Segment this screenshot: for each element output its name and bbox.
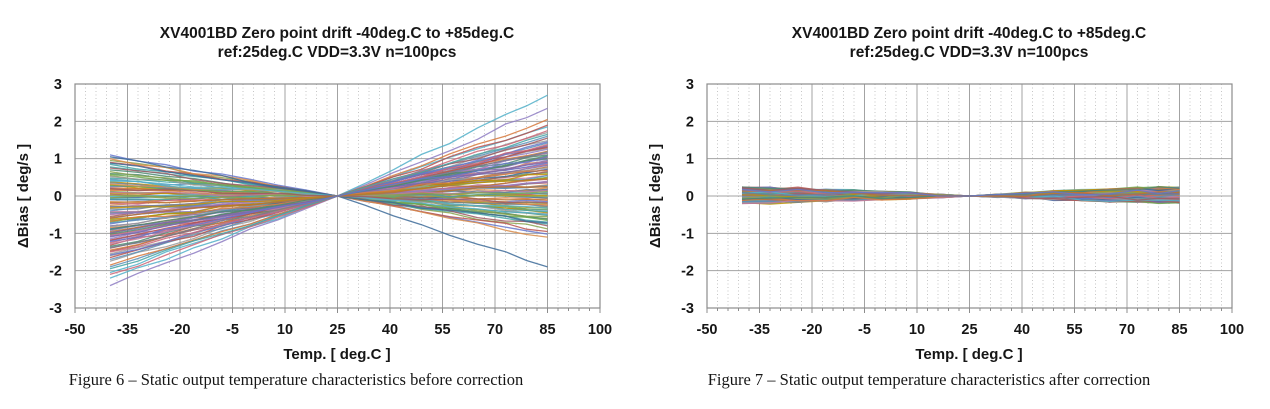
x-tick-label: 70 [487,322,503,338]
x-tick-label: -35 [749,322,770,338]
y-tick-label: 3 [686,77,694,93]
y-tick-label: 2 [686,114,694,130]
plot-border [74,83,601,309]
x-tick-label: 85 [539,322,555,338]
figure-7-chart-after-correction: XV4001BD Zero point drift -40deg.C to +8… [647,25,1244,389]
y-tick-label: 1 [686,152,694,168]
series-line [741,188,1180,197]
x-tick-label: -50 [697,322,718,338]
x-tick-label: 40 [1014,322,1030,338]
y-axis-label: ΔBias [ deg/s ] [15,144,32,248]
x-tick-label: 25 [961,322,977,338]
x-tick-label: -50 [65,322,86,338]
x-tick-label: 70 [1119,322,1135,338]
y-tick-label: 2 [54,114,62,130]
x-tick-label: -20 [802,322,823,338]
y-tick-label: 0 [54,189,62,205]
y-tick-label: -2 [681,264,694,280]
y-tick-label: -1 [681,226,694,242]
chart-subtitle: ref:25deg.C VDD=3.3V n=100pcs [850,44,1089,61]
y-tick-label: 3 [54,77,62,93]
y-tick-label: -2 [49,264,62,280]
y-tick-label: -3 [681,301,694,317]
x-tick-label: -5 [226,322,239,338]
x-tick-label: 100 [1220,322,1244,338]
x-tick-label: 85 [1171,322,1187,338]
figure-caption: Figure 7 – Static output temperature cha… [708,370,1151,389]
x-tick-label: 40 [382,322,398,338]
x-tick-label: 55 [1066,322,1082,338]
x-axis-label: Temp. [ deg.C ] [915,346,1022,363]
chart-title: XV4001BD Zero point drift -40deg.C to +8… [792,25,1146,42]
y-tick-label: -3 [49,301,62,317]
y-tick-label: 0 [686,189,694,205]
x-tick-label: 10 [277,322,293,338]
x-tick-label: -5 [858,322,871,338]
series-line [109,156,548,243]
y-tick-label: 1 [54,152,62,168]
chart-title: XV4001BD Zero point drift -40deg.C to +8… [160,25,514,42]
plot-border [706,83,1233,309]
x-tick-label: 100 [588,322,612,338]
y-axis-label: ΔBias [ deg/s ] [647,144,664,248]
x-tick-label: -20 [170,322,191,338]
x-axis-label: Temp. [ deg.C ] [283,346,390,363]
x-tick-label: 25 [329,322,345,338]
chart-subtitle: ref:25deg.C VDD=3.3V n=100pcs [218,44,457,61]
y-tick-label: -1 [49,226,62,242]
figure-6-chart-before-correction: XV4001BD Zero point drift -40deg.C to +8… [15,25,612,389]
x-tick-label: 55 [434,322,450,338]
x-tick-label: 10 [909,322,925,338]
x-tick-label: -35 [117,322,138,338]
figure-caption: Figure 6 – Static output temperature cha… [69,370,523,389]
